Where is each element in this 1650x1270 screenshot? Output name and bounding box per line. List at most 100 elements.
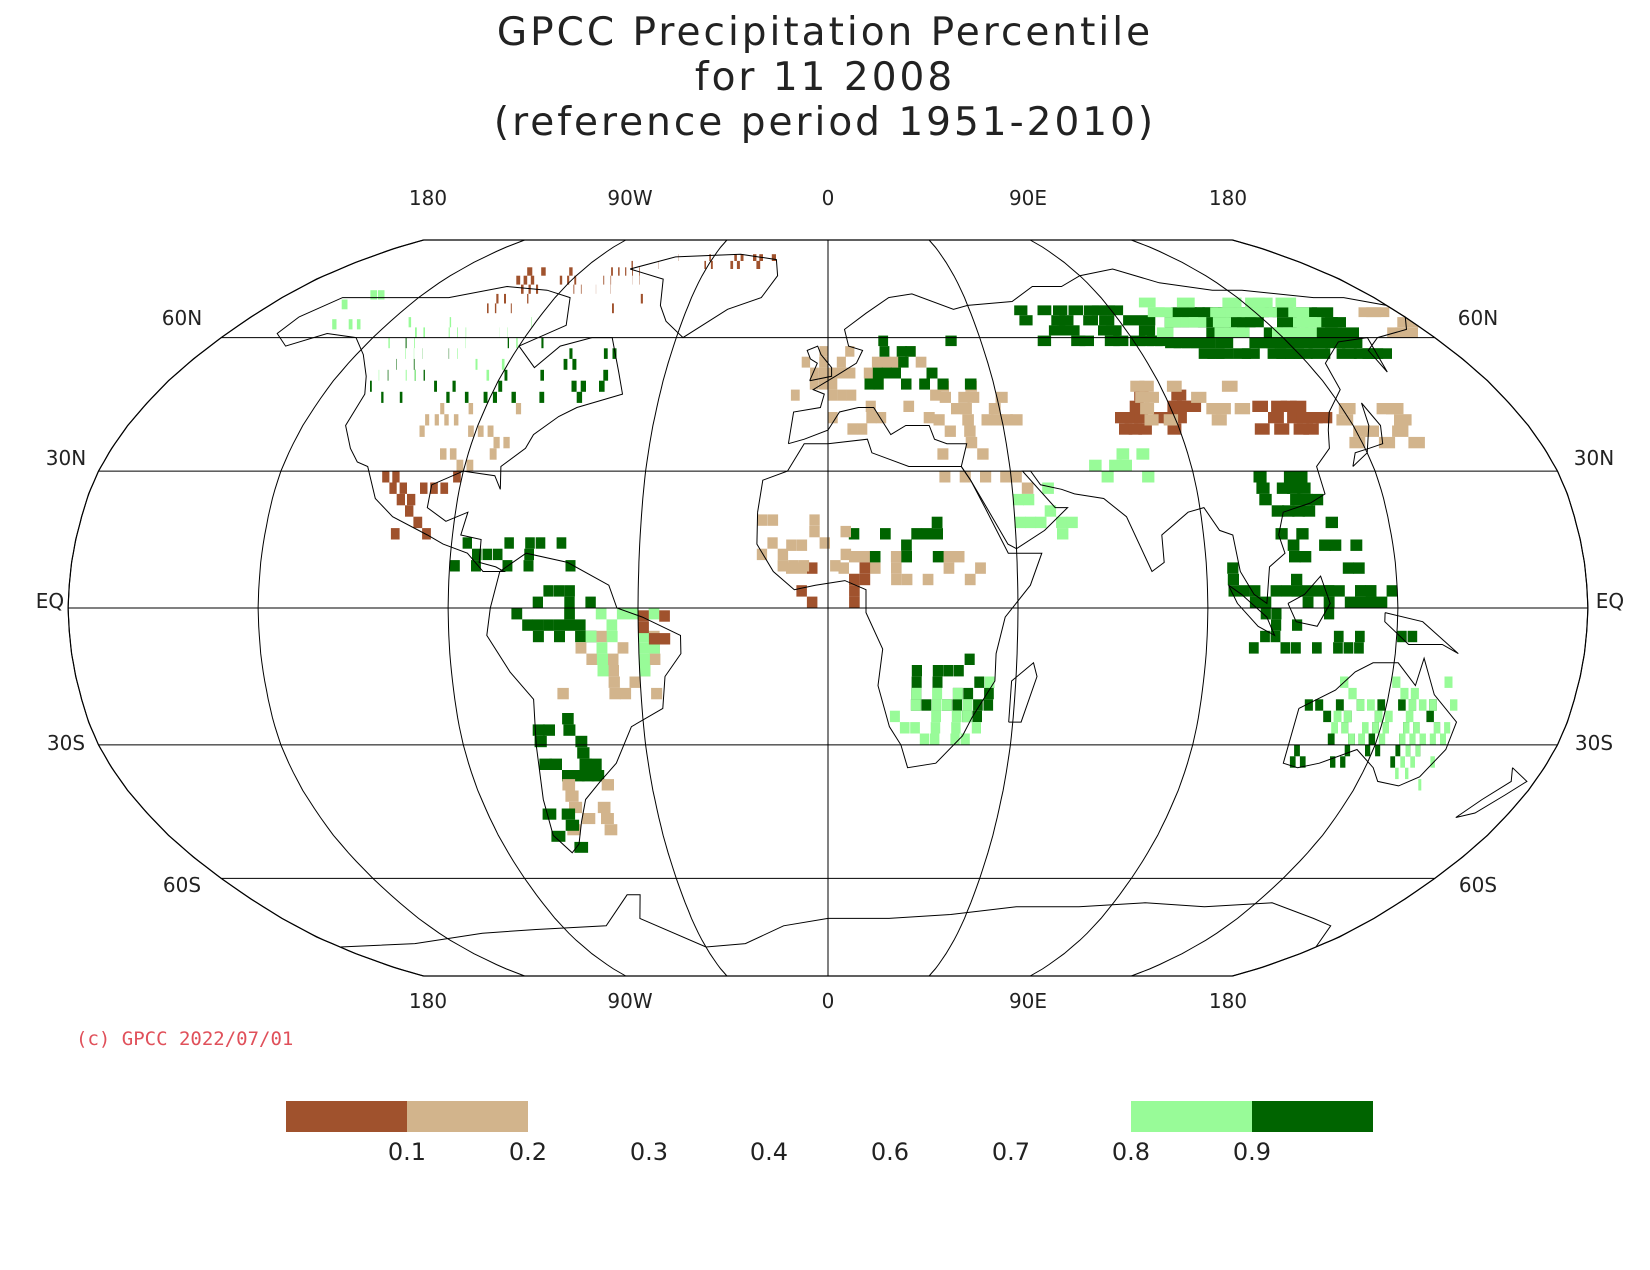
percentile-cell [1413,722,1420,734]
percentile-cell [1355,630,1365,643]
percentile-cell [1119,459,1132,472]
percentile-cell [960,403,972,415]
percentile-cell [392,471,400,483]
percentile-cell [771,254,776,261]
percentile-cell [618,267,620,276]
percentile-cell [507,337,509,349]
percentile-cell [951,722,961,734]
percentile-cell [1367,699,1375,711]
percentile-cell [809,514,820,526]
percentile-cell [1342,562,1355,574]
percentile-cell [873,378,884,390]
percentile-cell [466,459,474,472]
legend-tick-label: 0.2 [509,1138,547,1166]
percentile-cell [810,367,819,379]
percentile-cell [565,819,580,831]
percentile-cell [496,293,499,304]
coastline-segment [1282,656,1458,787]
percentile-cell [1308,337,1328,349]
percentile-cell [1297,482,1311,494]
percentile-cell [1355,596,1367,608]
percentile-cell [786,539,797,551]
coastline-segment [486,552,682,854]
percentile-cell [828,378,838,390]
percentile-cell [901,539,912,551]
percentile-cell [556,537,567,549]
percentile-cell [931,699,942,711]
percentile-cell [849,585,860,597]
percentile-cell [1315,699,1324,711]
percentile-cell [389,482,397,494]
percentile-cell [540,369,544,381]
percentile-cell [1182,337,1199,349]
percentile-cell [1079,335,1094,347]
percentile-cell [1300,493,1313,506]
percentile-cell [1166,380,1182,392]
percentile-cell [1368,733,1376,745]
percentile-cell [1268,412,1284,424]
percentile-cell [1260,630,1270,643]
percentile-cell [910,722,920,734]
percentile-cell [528,284,531,294]
percentile-cell [1023,493,1035,506]
percentile-cell [659,610,670,622]
legend-swatch-wet [1131,1101,1252,1132]
percentile-cell [516,337,518,349]
left-lat-label: 60N [162,306,202,330]
percentile-cell [1366,307,1390,318]
percentile-cell [980,471,992,483]
percentile-cell [1400,756,1405,768]
percentile-cell [1144,414,1159,426]
percentile-cell [1155,335,1172,347]
percentile-cell [1113,335,1129,347]
percentile-cell [611,267,613,276]
percentile-cell [1319,539,1331,551]
percentile-cell [562,713,574,725]
percentile-cell [523,275,528,285]
percentile-cell [1302,505,1316,517]
percentile-cell [1382,722,1389,734]
percentile-cell [1290,493,1303,506]
percentile-cell [564,608,575,620]
percentile-cell [1398,699,1406,711]
percentile-cell [1206,403,1222,415]
percentile-cell [1310,348,1331,359]
percentile-cell [569,348,573,359]
legend-tick-label: 0.8 [1112,1138,1150,1166]
percentile-cell [543,619,554,631]
percentile-cell [1395,327,1418,338]
percentile-cell [515,403,522,415]
percentile-cell [1138,335,1155,347]
percentile-cell [937,448,949,460]
percentile-cell [1405,744,1411,757]
percentile-cell [503,436,510,449]
percentile-cell [601,813,614,825]
percentile-cell [967,391,980,403]
percentile-cell [1418,779,1422,791]
percentile-cell [859,551,870,563]
percentile-cell [865,400,876,412]
percentile-cell [606,619,618,631]
percentile-cell [932,665,943,677]
percentile-cell [965,436,978,449]
percentile-cell [1365,585,1377,597]
percentile-cell [1163,414,1179,426]
percentile-cell [569,801,583,814]
percentile-cell [562,779,576,791]
percentile-cell [477,425,484,437]
percentile-cell [1035,516,1047,529]
percentile-cell [449,448,457,460]
percentile-cell [596,653,608,665]
percentile-cell [1156,327,1174,338]
percentile-cell [1356,699,1365,711]
percentile-cell [1419,733,1426,745]
percentile-cell [423,369,425,381]
percentile-cell [1430,756,1435,768]
percentile-cell [1299,551,1312,563]
percentile-cell [1333,630,1344,643]
percentile-cell [1374,710,1383,723]
percentile-cell [962,699,973,711]
percentile-cell [964,573,976,586]
percentile-cell [370,290,378,300]
percentile-cell [1134,412,1149,424]
